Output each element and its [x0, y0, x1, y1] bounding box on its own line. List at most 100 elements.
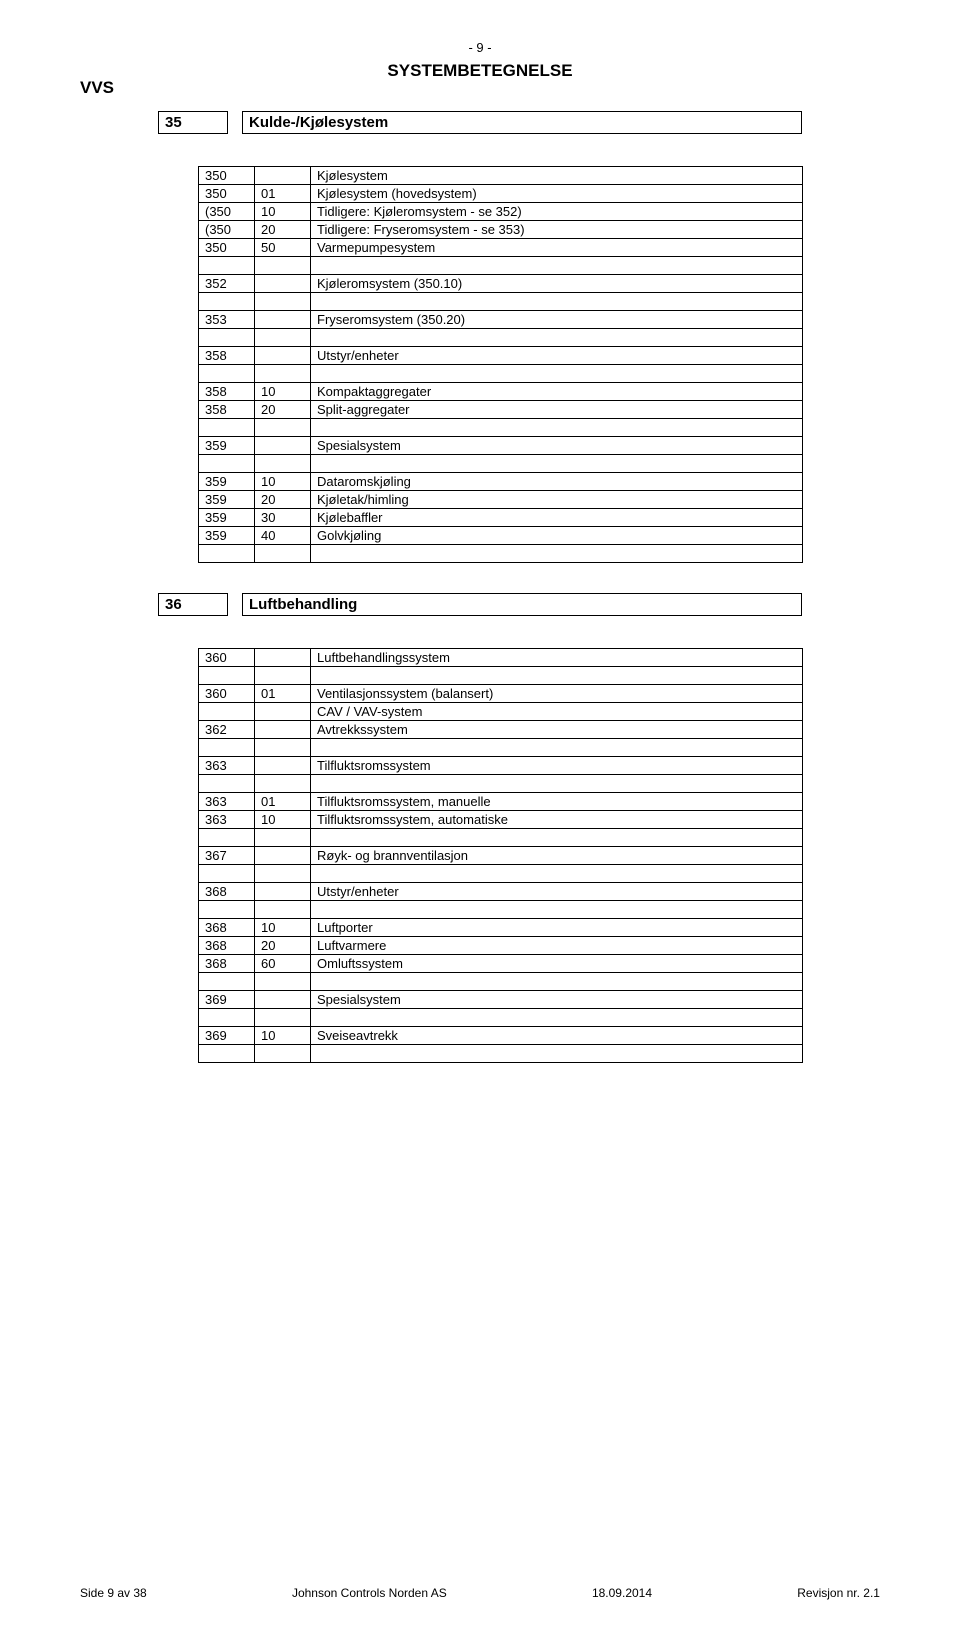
table-row: 350Kjølesystem — [199, 167, 803, 185]
cell-desc: Kjølesystem (hovedsystem) — [311, 185, 803, 203]
vvs-label: VVS — [80, 78, 114, 98]
cell-desc: Kjølebaffler — [311, 509, 803, 527]
cell-code: 367 — [199, 847, 255, 865]
cell-desc — [311, 455, 803, 473]
cell-desc: Tilfluktsromssystem, automatiske — [311, 811, 803, 829]
cell-code — [199, 667, 255, 685]
cell-code: 368 — [199, 919, 255, 937]
cell-desc: Ventilasjonssystem (balansert) — [311, 685, 803, 703]
table-row: 36310Tilfluktsromssystem, automatiske — [199, 811, 803, 829]
cell-code — [199, 775, 255, 793]
table-row: 35050Varmepumpesystem — [199, 239, 803, 257]
cell-code — [199, 1009, 255, 1027]
cell-desc — [311, 775, 803, 793]
cell-code: 359 — [199, 491, 255, 509]
cell-desc — [311, 901, 803, 919]
cell-sub: 10 — [255, 383, 311, 401]
table-row: 367Røyk- og brannventilasjon — [199, 847, 803, 865]
table-row: 35930Kjølebaffler — [199, 509, 803, 527]
cell-desc — [311, 365, 803, 383]
cell-code: 360 — [199, 649, 255, 667]
table-row: (35010Tidligere: Kjøleromsystem - se 352… — [199, 203, 803, 221]
cell-sub — [255, 1009, 311, 1027]
cell-code — [199, 739, 255, 757]
cell-sub: 50 — [255, 239, 311, 257]
cell-sub — [255, 865, 311, 883]
cell-code: 363 — [199, 793, 255, 811]
cell-desc: Golvkjøling — [311, 527, 803, 545]
table-row: 353Fryseromsystem (350.20) — [199, 311, 803, 329]
table-row — [199, 865, 803, 883]
table-row: CAV / VAV-system — [199, 703, 803, 721]
cell-sub — [255, 329, 311, 347]
table-row: 36860Omluftssystem — [199, 955, 803, 973]
cell-code: 363 — [199, 757, 255, 775]
cell-sub: 20 — [255, 401, 311, 419]
cell-sub: 10 — [255, 1027, 311, 1045]
table-row — [199, 775, 803, 793]
cell-sub — [255, 311, 311, 329]
section-36-title: Luftbehandling — [242, 593, 802, 616]
cell-sub — [255, 1045, 311, 1063]
section-35-title: Kulde-/Kjølesystem — [242, 111, 802, 134]
cell-sub — [255, 437, 311, 455]
table-row: 360 Luftbehandlingssystem — [199, 649, 803, 667]
cell-sub — [255, 257, 311, 275]
cell-sub — [255, 757, 311, 775]
table-row — [199, 829, 803, 847]
table-row: 36001Ventilasjonssystem (balansert) — [199, 685, 803, 703]
table-row — [199, 257, 803, 275]
cell-desc: Tidligere: Fryseromsystem - se 353) — [311, 221, 803, 239]
cell-code: 358 — [199, 347, 255, 365]
cell-desc: Dataromskjøling — [311, 473, 803, 491]
cell-code: 358 — [199, 401, 255, 419]
cell-code: 350 — [199, 239, 255, 257]
table-row — [199, 293, 803, 311]
cell-sub — [255, 703, 311, 721]
table-row: 362Avtrekkssystem — [199, 721, 803, 739]
table-row — [199, 365, 803, 383]
cell-code: 350 — [199, 167, 255, 185]
table-row: 369Spesialsystem — [199, 991, 803, 1009]
cell-desc — [311, 257, 803, 275]
cell-code: 369 — [199, 1027, 255, 1045]
table-row — [199, 455, 803, 473]
cell-desc — [311, 1045, 803, 1063]
section-36: 36 Luftbehandling 360Luftbehandlingssyst… — [80, 593, 880, 1063]
cell-sub — [255, 347, 311, 365]
cell-sub — [255, 293, 311, 311]
cell-sub — [255, 275, 311, 293]
cell-sub: 20 — [255, 491, 311, 509]
table-row — [199, 1045, 803, 1063]
cell-code: 368 — [199, 937, 255, 955]
cell-sub — [255, 991, 311, 1009]
cell-desc: Luftbehandlingssystem — [311, 649, 803, 667]
footer: Side 9 av 38 Johnson Controls Norden AS … — [80, 1586, 880, 1600]
cell-code — [199, 973, 255, 991]
table-row: 35820Split-aggregater — [199, 401, 803, 419]
footer-center: Johnson Controls Norden AS — [292, 1586, 447, 1600]
cell-sub: 01 — [255, 185, 311, 203]
cell-sub — [255, 829, 311, 847]
cell-sub: 30 — [255, 509, 311, 527]
cell-sub — [255, 721, 311, 739]
cell-desc: Tidligere: Kjøleromsystem - se 352) — [311, 203, 803, 221]
cell-sub: 01 — [255, 685, 311, 703]
cell-code — [199, 419, 255, 437]
cell-desc: Tilfluktsromssystem — [311, 757, 803, 775]
table-35: 350Kjølesystem35001Kjølesystem (hovedsys… — [198, 166, 803, 563]
cell-sub — [255, 419, 311, 437]
cell-sub — [255, 973, 311, 991]
table-row: 35940Golvkjøling — [199, 527, 803, 545]
cell-desc — [311, 973, 803, 991]
cell-desc: Utstyr/enheter — [311, 347, 803, 365]
cell-code — [199, 257, 255, 275]
cell-sub: 01 — [255, 793, 311, 811]
cell-desc: Luftvarmere — [311, 937, 803, 955]
cell-sub — [255, 455, 311, 473]
cell-desc — [311, 293, 803, 311]
cell-desc — [311, 667, 803, 685]
cell-desc: CAV / VAV-system — [311, 703, 803, 721]
cell-code: 353 — [199, 311, 255, 329]
cell-desc: Kompaktaggregater — [311, 383, 803, 401]
